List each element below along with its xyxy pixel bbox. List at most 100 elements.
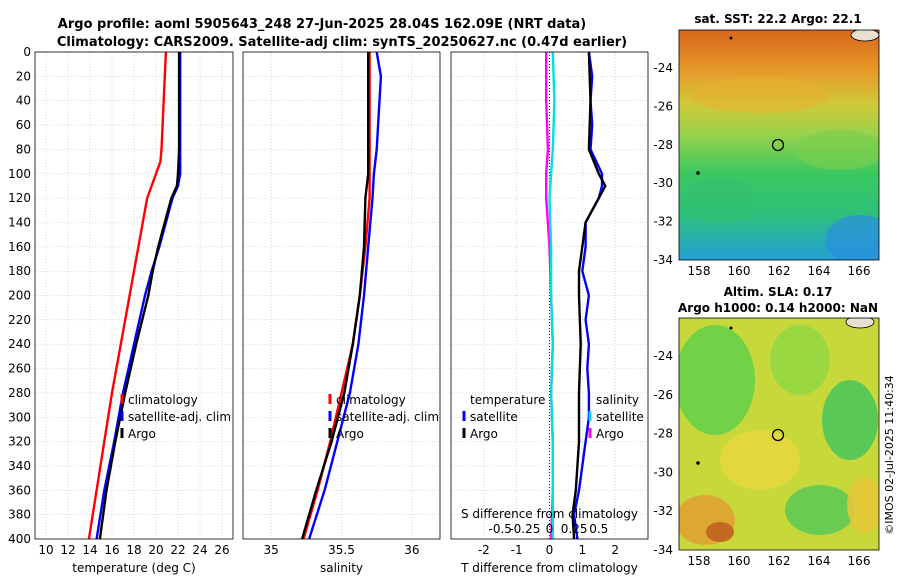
- legend-title: temperature: [470, 393, 545, 407]
- sla-frame: [678, 317, 880, 551]
- secondary-tick-label: -0.25: [509, 522, 540, 536]
- sla-map-title-line-1: Altim. SLA: 0.17: [724, 285, 833, 299]
- map-y-tick-label: -26: [653, 388, 673, 402]
- salinity-panel: 35 35.5 36 salinity climatology satellite-adj…: [242, 51, 441, 575]
- y-tick-label: 200: [8, 289, 31, 303]
- series-line: [87, 51, 168, 540]
- map-y-tick-label: -24: [653, 349, 673, 363]
- secondary-tick-label: 0: [546, 522, 554, 536]
- x-tick-label: 2: [611, 543, 619, 557]
- secondary-tick-label: 0.25: [561, 522, 588, 536]
- y-tick-label: 140: [8, 215, 31, 229]
- y-tick-label: 120: [8, 191, 31, 205]
- legend-label: Argo: [128, 427, 156, 441]
- map-y-tick-label: -32: [653, 504, 673, 518]
- argo-location-marker: [771, 428, 785, 442]
- map-x-tick-label: 164: [808, 554, 831, 568]
- series-line: [98, 52, 181, 540]
- map-y-tick-label: -30: [653, 465, 673, 479]
- island-icon: [729, 36, 733, 40]
- y-tick-label: 320: [8, 435, 31, 449]
- sla-map: Altim. SLA: 0.17 Argo h1000: 0.14 h2000:…: [653, 285, 880, 568]
- watermark: ©IMOS 02-Jul-2025 11:40:34: [883, 375, 896, 535]
- x-tick-label: -2: [478, 543, 490, 557]
- difference-panel: -2 -1 0 1 2 T difference from climatology temp…: [450, 51, 649, 575]
- y-tick-label: 20: [16, 69, 31, 83]
- x-tick-label: 24: [192, 543, 207, 557]
- map-y-tick-label: -30: [653, 176, 673, 190]
- title-line-2: Climatology: CARS2009. Satellite-adj cli…: [57, 35, 627, 50]
- panel-frame: [34, 51, 234, 540]
- map-y-tick-label: -34: [653, 543, 673, 557]
- y-tick-label: 300: [8, 410, 31, 424]
- x-tick-label: -1: [511, 543, 523, 557]
- legend-label: Argo: [470, 427, 498, 441]
- map-x-tick-label: 158: [688, 264, 711, 278]
- x-tick-label: 22: [170, 543, 185, 557]
- map-y-tick-label: -24: [653, 61, 673, 75]
- map-y-tick-label: -34: [653, 253, 673, 267]
- legend-title: salinity: [596, 393, 639, 407]
- x-tick-label: 20: [148, 543, 163, 557]
- y-tick-label: 260: [8, 362, 31, 376]
- sla-map-ticks: 158 160 162 164 166 -24 -26 -28 -30 -32 -34: [653, 349, 870, 568]
- legend-label: satellite-adj. clim: [128, 410, 231, 424]
- sla-patch: [679, 325, 755, 435]
- sst-map: sat. SST: 22.2 Argo: 22.1 158 160 162 164 16…: [653, 12, 880, 278]
- sst-patch: [680, 178, 760, 222]
- sst-patch: [795, 130, 879, 170]
- y-tick-label: 380: [8, 508, 31, 522]
- x-axis-label: temperature (deg C): [72, 561, 195, 575]
- y-tick-label: 340: [8, 459, 31, 473]
- y-tick-label: 240: [8, 337, 31, 351]
- sst-patch: [690, 77, 830, 113]
- map-x-tick-label: 160: [728, 554, 751, 568]
- x-tick-label: 10: [38, 543, 53, 557]
- series-line: [571, 51, 607, 540]
- map-y-tick-label: -28: [653, 427, 673, 441]
- sst-map-ticks: 158 160 162 164 166 -24 -26 -28 -30 -32 -34: [653, 61, 870, 278]
- x-axis-label: T difference from climatology: [460, 561, 638, 575]
- y-tick-label: 220: [8, 313, 31, 327]
- x-tick-label: 26: [214, 543, 229, 557]
- legend-label: satellite: [470, 410, 518, 424]
- panel-frame: [242, 51, 441, 540]
- map-x-tick-label: 166: [848, 554, 871, 568]
- map-y-tick-label: -32: [653, 215, 673, 229]
- series-line: [572, 51, 604, 540]
- y-tick-label: 80: [16, 142, 31, 156]
- secondary-axis-label: S difference from climatology: [461, 507, 638, 521]
- map-y-tick-label: -28: [653, 138, 673, 152]
- y-tick-label: 280: [8, 386, 31, 400]
- x-tick-label: 14: [82, 543, 97, 557]
- legend-label: Argo: [336, 427, 364, 441]
- sla-patch: [706, 522, 734, 542]
- map-x-tick-label: 162: [768, 554, 791, 568]
- sla-patch: [847, 477, 879, 533]
- sst-map-title: sat. SST: 22.2 Argo: 22.1: [694, 12, 861, 26]
- island-icon: [696, 171, 700, 175]
- land-icon: [850, 30, 879, 42]
- x-axis-label: salinity: [320, 561, 363, 575]
- panel-frame: [450, 51, 649, 540]
- land-icon: [845, 318, 875, 329]
- x-tick-label: 18: [126, 543, 141, 557]
- y-tick-label: 100: [8, 167, 31, 181]
- legend-label: Argo: [596, 427, 624, 441]
- legend-label: climatology: [128, 393, 198, 407]
- argo-location-marker: [771, 138, 785, 152]
- y-tick-label: 60: [16, 118, 31, 132]
- y-tick-label: 360: [8, 483, 31, 497]
- y-tick-label: 160: [8, 240, 31, 254]
- sla-patch: [785, 485, 855, 535]
- y-tick-label: 0: [23, 45, 31, 59]
- y-tick-label: 400: [8, 532, 31, 546]
- secondary-tick-label: 0.5: [589, 522, 608, 536]
- series-line: [548, 51, 556, 539]
- temperature-panel: 10 12 14 16 18 20 22 24 26 temperature (deg C) 0 20…: [8, 45, 234, 575]
- map-x-tick-label: 164: [808, 264, 831, 278]
- sla-patch: [822, 380, 878, 460]
- x-tick-label: 12: [60, 543, 75, 557]
- series-line: [300, 52, 370, 540]
